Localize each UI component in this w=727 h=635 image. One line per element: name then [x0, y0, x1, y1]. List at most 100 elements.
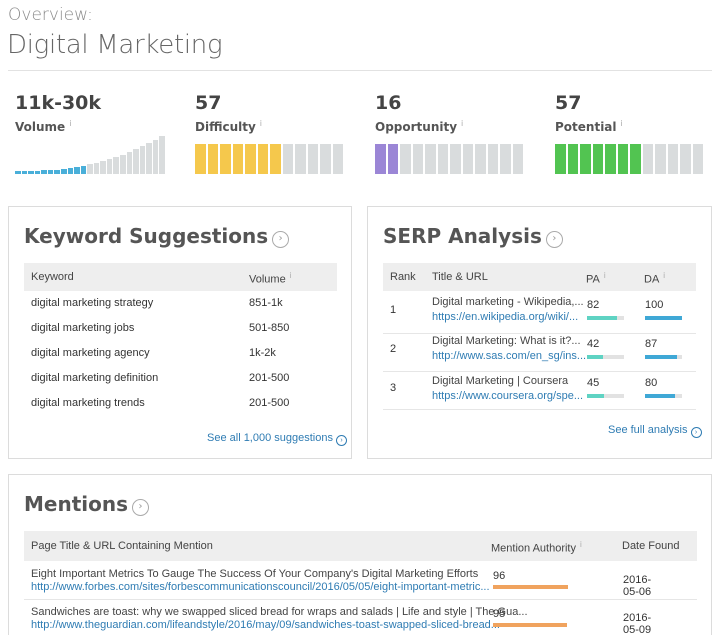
column-mention-authority: Mention Authority i [491, 540, 582, 555]
opportunity-gauge [375, 144, 523, 174]
arrow-right-icon[interactable]: › [545, 231, 563, 248]
mention-title[interactable]: Sandwiches are toast: why we swapped sli… [31, 606, 528, 618]
arrow-right-icon: › [690, 427, 702, 438]
volume-bar [15, 171, 21, 174]
gauge-segment [642, 144, 653, 174]
volume-bar [152, 139, 159, 174]
gauge-segment [667, 144, 678, 174]
volume-bar [146, 143, 152, 174]
serp-result-title[interactable]: Digital marketing - Wikipedia,... [432, 296, 584, 308]
column-date-found: Date Found [622, 540, 680, 552]
gauge-segment [307, 144, 318, 174]
arrow-right-icon[interactable]: › [132, 499, 150, 516]
mention-row[interactable]: Sandwiches are toast: why we swapped sli… [31, 606, 528, 635]
pa-meter [587, 355, 624, 359]
metric-opportunity-label: Opportunity i [375, 119, 464, 134]
volume-bar [133, 149, 139, 174]
column-rank: Rank [390, 271, 416, 283]
gauge-segment [232, 144, 243, 174]
gauge-segment [207, 144, 218, 174]
info-icon[interactable]: i [663, 271, 666, 280]
volume-bar [100, 161, 106, 174]
info-icon[interactable]: i [289, 271, 292, 280]
column-keyword: Keyword [31, 271, 74, 283]
gauge-segment [270, 144, 281, 174]
gauge-segment [500, 144, 511, 174]
row-divider [383, 371, 696, 372]
gauge-segment [692, 144, 703, 174]
keyword-table-header: Keyword Volume i [24, 263, 337, 291]
volume-bar [74, 166, 80, 174]
da-meter [645, 394, 682, 398]
gauge-segment [580, 144, 591, 174]
info-icon[interactable]: i [620, 119, 623, 128]
volume-bar [93, 162, 100, 174]
gauge-segment [605, 144, 616, 174]
serp-result-url[interactable]: https://en.wikipedia.org/wiki/... [432, 311, 579, 323]
volume-bar [54, 169, 60, 174]
serp-table-header: Rank Title & URL PA i DA i [383, 263, 696, 291]
metric-difficulty-label: Difficulty i [195, 119, 263, 134]
mention-row[interactable]: Eight Important Metrics To Gauge The Suc… [31, 568, 490, 598]
volume-bar [28, 170, 34, 174]
gauge-segment [295, 144, 306, 174]
metric-volume-value: 11k-30k [15, 92, 102, 114]
info-icon[interactable]: i [259, 119, 263, 128]
title-divider [8, 70, 712, 71]
pa-meter [587, 316, 624, 320]
mention-url[interactable]: http://www.forbes.com/sites/forbescommun… [31, 581, 490, 593]
gauge-segment [400, 144, 411, 174]
gauge-segment [512, 144, 523, 174]
volume-bar [67, 167, 74, 174]
volume-bar [139, 146, 146, 174]
keyword-suggestions-title: Keyword Suggestions › [24, 224, 290, 248]
serp-result-url[interactable]: http://www.sas.com/en_sg/ins... [432, 350, 587, 362]
keyword-suggestions-card: Keyword Suggestions › Keyword Volume i dig… [8, 206, 352, 459]
info-icon[interactable]: i [461, 119, 464, 128]
gauge-segment [655, 144, 666, 174]
mention-url[interactable]: http://www.theguardian.com/lifeandstyle/… [31, 619, 500, 631]
mentions-title: Mentions › [24, 492, 150, 516]
volume-bar [80, 165, 87, 174]
volume-bar-chart [15, 136, 165, 174]
column-pa: PA i [586, 271, 606, 286]
serp-result-title[interactable]: Digital Marketing | Coursera [432, 375, 569, 387]
gauge-segment [412, 144, 423, 174]
gauge-segment [567, 144, 578, 174]
gauge-segment [245, 144, 256, 174]
volume-bar [60, 168, 67, 174]
column-page-title-url: Page Title & URL Containing Mention [31, 540, 213, 552]
see-full-analysis-link[interactable]: See full analysis › [608, 424, 702, 438]
mention-authority-meter [493, 623, 571, 627]
info-icon[interactable]: i [603, 271, 606, 280]
gauge-segment [425, 144, 436, 174]
arrow-right-icon: › [335, 435, 347, 446]
volume-bar [41, 170, 47, 174]
see-all-suggestions-link[interactable]: See all 1,000 suggestions › [207, 432, 347, 446]
mentions-card: Mentions › Page Title & URL Containing Me… [8, 474, 712, 635]
volume-bar [126, 152, 133, 174]
mentions-table-header: Page Title & URL Containing Mention Ment… [24, 531, 697, 561]
serp-result-url[interactable]: https://www.coursera.org/spe... [432, 390, 584, 402]
gauge-segment [617, 144, 628, 174]
gauge-segment [320, 144, 331, 174]
gauge-segment [437, 144, 448, 174]
serp-result-title[interactable]: Digital Marketing: What is it?... [432, 335, 581, 347]
gauge-segment [195, 144, 206, 174]
gauge-segment [332, 144, 343, 174]
volume-bar [120, 154, 126, 174]
da-meter [645, 316, 682, 320]
difficulty-gauge [195, 144, 343, 174]
gauge-segment [462, 144, 473, 174]
gauge-segment [375, 144, 386, 174]
metric-difficulty: 57 Difficulty i [195, 92, 365, 174]
info-icon[interactable]: i [580, 540, 582, 549]
mention-title[interactable]: Eight Important Metrics To Gauge The Suc… [31, 568, 479, 580]
volume-bar [113, 157, 119, 174]
metric-volume-label: Volume i [15, 119, 72, 134]
row-divider [24, 599, 697, 600]
arrow-right-icon[interactable]: › [272, 231, 290, 248]
info-icon[interactable]: i [69, 119, 72, 128]
overview-label: Overview: [8, 5, 93, 25]
metric-potential-label: Potential i [555, 119, 623, 134]
